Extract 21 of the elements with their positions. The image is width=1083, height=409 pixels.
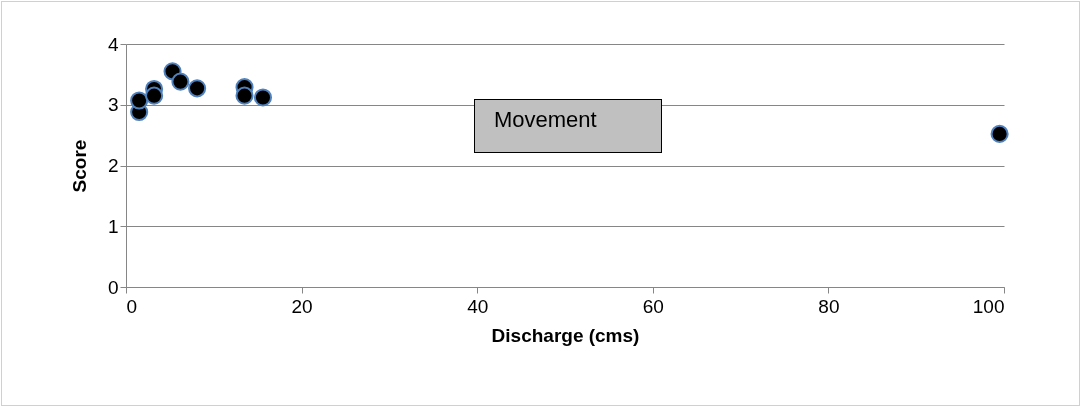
x-tick-label: 60 bbox=[642, 295, 664, 317]
x-axis-title: Discharge (cms) bbox=[491, 324, 640, 346]
point bbox=[171, 72, 190, 91]
x-tick-label: 0 bbox=[126, 295, 138, 317]
y-tick-label: 4 bbox=[107, 33, 119, 55]
point bbox=[145, 86, 164, 105]
x-tick-label: 80 bbox=[818, 295, 840, 317]
annotation: Movement bbox=[494, 107, 597, 133]
y-tick-label: 2 bbox=[107, 155, 119, 176]
point bbox=[130, 91, 149, 110]
x-tick-label: 40 bbox=[467, 295, 489, 317]
y-tick-label: 3 bbox=[107, 94, 119, 116]
y-tick-label: 1 bbox=[107, 215, 119, 237]
point bbox=[990, 124, 1009, 143]
point bbox=[253, 88, 273, 107]
point bbox=[235, 86, 254, 105]
x-tick-label: 100 bbox=[972, 295, 1005, 317]
y-axis-title: Score bbox=[68, 139, 90, 193]
x-tick-label: 20 bbox=[291, 295, 313, 317]
point bbox=[188, 79, 207, 98]
y-tick-label: 0 bbox=[107, 276, 119, 298]
